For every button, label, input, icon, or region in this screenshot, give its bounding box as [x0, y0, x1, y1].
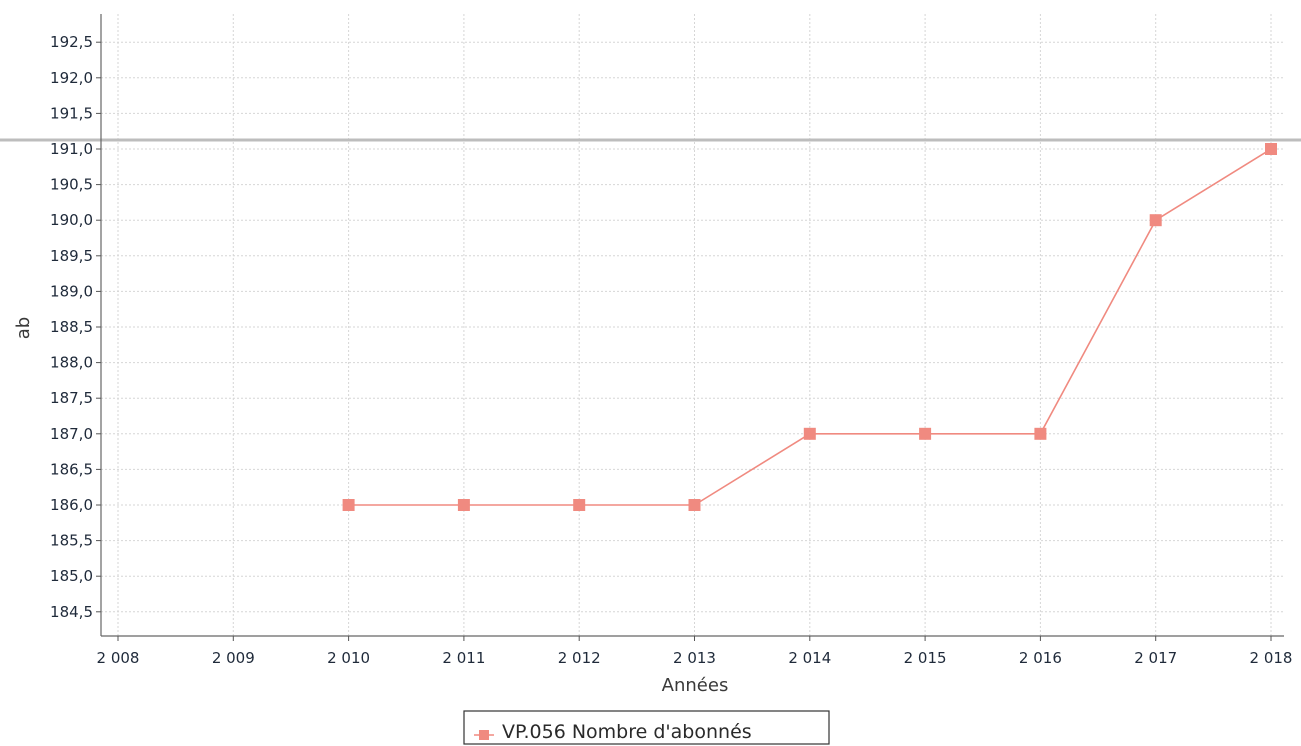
data-point-marker [573, 499, 586, 511]
plot-area [101, 14, 1284, 636]
legend-marker-swatch [479, 730, 489, 740]
data-point-marker [1034, 427, 1047, 440]
y-axis-ticks: 192,5 192,0 191,5 191,0 190,5 190,0 189,5 189,0… [50, 33, 101, 621]
y-tick-label: 188,5 [50, 318, 93, 336]
data-point-marker [688, 499, 701, 511]
x-tick-label: 2 013 [673, 649, 716, 667]
x-tick-label: 2 014 [788, 649, 831, 667]
x-tick-label: 2 009 [212, 649, 255, 667]
y-tick-label: 187,0 [50, 425, 93, 443]
y-tick-label: 190,5 [50, 176, 93, 194]
x-tick-label: 2 016 [1019, 649, 1062, 667]
x-tick-label: 2 011 [442, 649, 485, 667]
y-tick-label: 185,5 [50, 532, 93, 550]
axes [100, 14, 1284, 637]
y-tick-label: 192,0 [50, 69, 93, 87]
y-tick-label: 192,5 [50, 33, 93, 51]
y-tick-label: 186,5 [50, 460, 93, 478]
y-axis-title: ab [13, 317, 34, 339]
y-tick-label: 184,5 [50, 603, 93, 621]
data-point-marker [919, 427, 932, 440]
y-tick-label: 191,5 [50, 104, 93, 122]
y-tick-label: 189,5 [50, 247, 93, 265]
y-tick-label: 190,0 [50, 211, 93, 229]
y-tick-label: 187,5 [50, 389, 93, 407]
y-tick-label: 185,0 [50, 567, 93, 585]
x-axis-ticks: 2 008 2 009 2 010 2 011 2 012 2 013 2 014 2 015… [97, 636, 1293, 667]
data-point-marker [1265, 143, 1277, 155]
x-tick-label: 2 012 [558, 649, 601, 667]
data-point-marker [457, 499, 470, 511]
x-tick-label: 2 018 [1250, 649, 1293, 667]
legend-label: VP.056 Nombre d'abonnés [502, 721, 752, 743]
x-tick-label: 2 017 [1134, 649, 1177, 667]
y-tick-label: 191,0 [50, 140, 93, 158]
y-tick-label: 189,0 [50, 282, 93, 300]
y-tick-label: 188,0 [50, 354, 93, 372]
x-tick-label: 2 008 [97, 649, 140, 667]
legend: VP.056 Nombre d'abonnés [463, 710, 830, 745]
data-point-marker [803, 427, 816, 440]
data-point-marker [1149, 214, 1162, 227]
legend-box [463, 710, 830, 745]
x-tick-label: 2 010 [327, 649, 370, 667]
x-tick-label: 2 015 [904, 649, 947, 667]
data-point-marker [342, 499, 355, 511]
series-layer [342, 143, 1277, 511]
x-axis-title: Années [662, 675, 729, 696]
grid [101, 14, 1284, 636]
y-tick-label: 186,0 [50, 496, 93, 514]
